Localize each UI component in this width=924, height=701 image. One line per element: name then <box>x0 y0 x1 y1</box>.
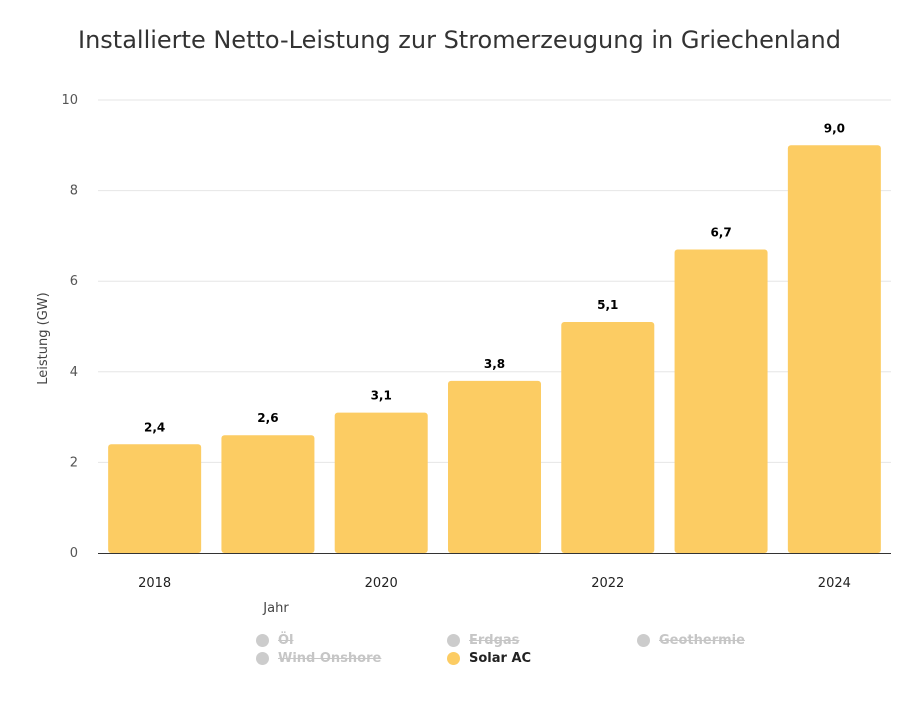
y-tick-label: 10 <box>61 93 78 108</box>
legend-label: Solar AC <box>469 651 532 666</box>
legend-item-solar-ac[interactable]: Solar AC <box>447 651 531 666</box>
legend-item-geothermie[interactable]: Geothermie <box>637 633 745 648</box>
bar-2018[interactable] <box>108 444 202 553</box>
x-tick-label: 2020 <box>365 576 398 591</box>
bar-2020[interactable] <box>334 412 428 553</box>
bar-2024[interactable] <box>787 145 881 554</box>
legend-label: Wind Onshore <box>278 651 382 666</box>
y-tick-label: 6 <box>70 274 78 289</box>
x-axis-ticks: 2018 2020 2022 2024 <box>138 576 851 591</box>
bar-2021[interactable] <box>448 380 541 553</box>
legend-dot-icon <box>447 634 460 647</box>
y-tick-label: 8 <box>70 184 78 199</box>
x-tick-label: 2022 <box>591 576 624 591</box>
data-label-2018: 2,4 <box>144 420 165 434</box>
x-tick-label: 2018 <box>138 576 171 591</box>
data-label-2022: 5,1 <box>597 298 618 312</box>
x-axis-label: Jahr <box>262 601 289 616</box>
legend-dot-icon <box>637 634 650 647</box>
bars <box>108 145 881 554</box>
data-label-2021: 3,8 <box>484 357 505 371</box>
data-label-2019: 2,6 <box>257 411 278 425</box>
bar-2023[interactable] <box>674 249 768 554</box>
legend-label: Geothermie <box>659 633 745 648</box>
y-tick-label: 2 <box>70 455 78 470</box>
x-tick-label: 2024 <box>818 576 851 591</box>
legend-dot-icon <box>256 652 269 665</box>
legend-item-erdgas[interactable]: Erdgas <box>447 633 519 648</box>
y-axis-ticks: 0 2 4 6 8 10 <box>61 93 78 561</box>
legend-label: Öl <box>278 633 294 648</box>
data-label-2020: 3,1 <box>371 389 392 403</box>
legend-dot-icon <box>447 652 460 665</box>
legend-item-wind-onshore[interactable]: Wind Onshore <box>256 651 381 666</box>
legend-item-oel[interactable]: Öl <box>256 633 294 648</box>
legend-label: Erdgas <box>469 633 520 648</box>
data-label-2024: 9,0 <box>824 121 845 135</box>
chart-title: Installierte Netto-Leistung zur Stromerz… <box>78 26 841 54</box>
bar-2022[interactable] <box>561 321 655 553</box>
data-labels: 2,4 2,6 3,1 3,8 5,1 6,7 9,0 <box>144 121 845 434</box>
y-tick-label: 4 <box>70 365 78 380</box>
legend-dot-icon <box>256 634 269 647</box>
y-tick-label: 0 <box>70 546 78 561</box>
bar-2019[interactable] <box>221 435 315 553</box>
y-axis-label: Leistung (GW) <box>36 292 51 384</box>
data-label-2023: 6,7 <box>710 225 731 239</box>
